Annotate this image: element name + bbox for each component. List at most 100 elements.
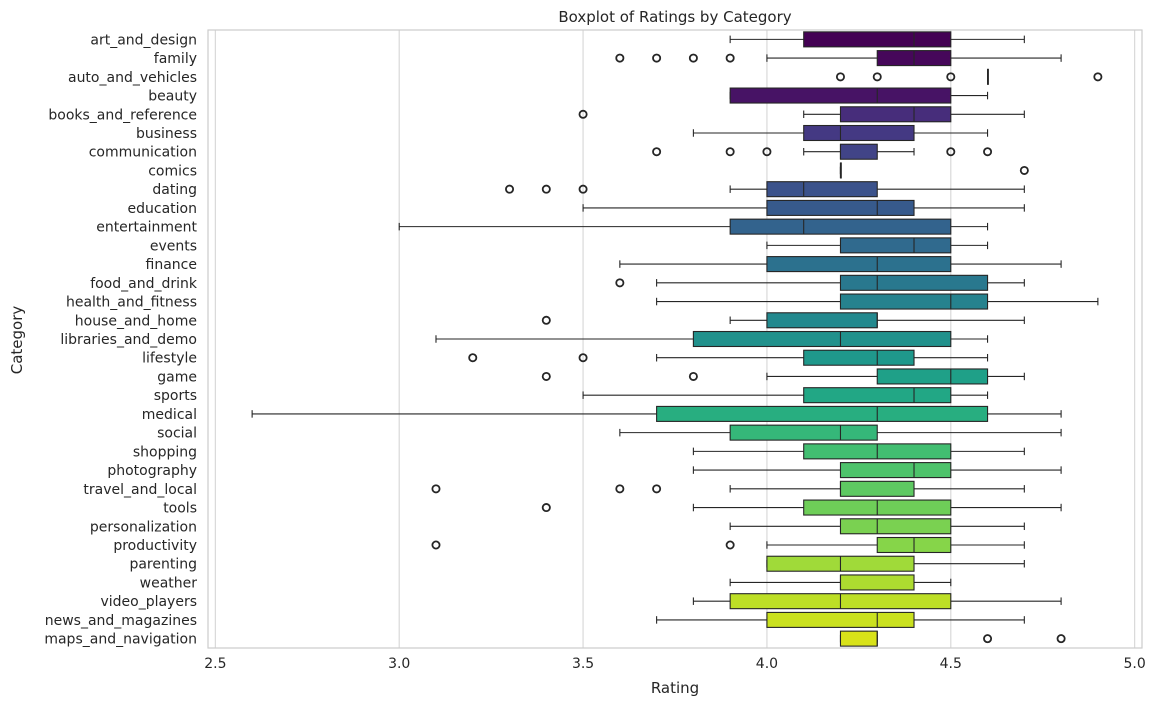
box-house-and-home (541, 312, 1025, 329)
iqr-box (803, 124, 915, 142)
y-tick-label: libraries_and_demo (60, 332, 197, 348)
iqr-box (876, 368, 989, 385)
y-tick-label: house_and_home (75, 313, 197, 329)
iqr-box (803, 387, 952, 404)
outlier-point (431, 484, 441, 494)
chart-title: Boxplot of Ratings by Category (558, 8, 791, 26)
y-tick-label: business (136, 126, 197, 142)
outlier-point (652, 53, 662, 63)
outlier-point (1093, 72, 1103, 82)
box-photography (692, 462, 1062, 479)
iqr-box (839, 630, 878, 647)
box-news-and-magazines (656, 611, 1025, 628)
outlier-point (541, 315, 551, 325)
y-axis-label: Category (8, 306, 26, 375)
box-finance (619, 256, 1062, 273)
x-axis-label: Rating (651, 679, 699, 697)
y-tick-label: tools (163, 501, 197, 517)
box-beauty (729, 87, 989, 104)
box-books-and-reference (578, 106, 1025, 123)
box-tools (541, 499, 1062, 516)
box-medical (251, 405, 1062, 422)
x-tick-label: 5.0 (1124, 656, 1146, 672)
outlier-point (725, 147, 735, 157)
outlier-point (578, 184, 588, 194)
y-tick-label: video_players (100, 594, 197, 610)
box-business (692, 124, 989, 142)
box-events (766, 237, 989, 254)
y-tick-label: beauty (148, 89, 197, 105)
box-weather (729, 574, 952, 591)
y-tick-label: medical (142, 407, 197, 423)
iqr-box (766, 181, 878, 198)
outlier-point (946, 72, 956, 82)
box-communication (652, 143, 993, 160)
outlier-point (725, 540, 735, 550)
y-tick-label: weather (140, 575, 198, 591)
iqr-box (692, 330, 952, 348)
box-social (619, 424, 1062, 441)
y-tick-label: food_and_drink (90, 276, 198, 292)
y-tick-label: social (157, 426, 197, 442)
outlier-point (615, 278, 625, 288)
y-tick-label: maps_and_navigation (44, 632, 197, 648)
y-tick-label: health_and_fitness (66, 295, 197, 311)
y-tick-label: family (154, 51, 197, 67)
boxplot-marks (251, 31, 1103, 647)
iqr-box (766, 199, 915, 216)
box-dating (505, 181, 1025, 198)
y-tick-label: education (128, 201, 197, 217)
box-comics (839, 162, 1029, 179)
iqr-box (766, 611, 915, 628)
y-tick-label: communication (89, 145, 197, 161)
box-sports (582, 387, 989, 404)
box-personalization (729, 518, 1025, 535)
y-tick-label: photography (107, 463, 197, 479)
outlier-point (578, 353, 588, 363)
y-tick-label: auto_and_vehicles (68, 70, 197, 86)
box-family (615, 50, 1062, 67)
box-art-and-design (729, 31, 1025, 48)
iqr-box (803, 31, 952, 48)
outlier-point (835, 72, 845, 82)
outlier-point (541, 371, 551, 381)
box-lifestyle (468, 349, 989, 366)
outlier-point (1019, 165, 1029, 175)
x-tick-label: 3.5 (572, 656, 594, 672)
y-tick-label: news_and_magazines (45, 613, 197, 629)
x-tick-labels: 2.5 3.0 3.5 4.0 4.5 5.0 (204, 656, 1146, 672)
iqr-box (839, 518, 952, 535)
outlier-point (652, 484, 662, 494)
y-tick-label: shopping (133, 444, 197, 460)
y-tick-label: sports (154, 388, 197, 404)
y-tick-label: events (150, 238, 197, 254)
outlier-point (431, 540, 441, 550)
box-video-players (692, 593, 1062, 610)
box-libraries-and-demo (435, 330, 989, 348)
outlier-point (983, 634, 993, 644)
y-tick-label: productivity (113, 538, 197, 554)
y-tick-label: personalization (90, 519, 197, 535)
outlier-point (468, 353, 478, 363)
iqr-box (656, 405, 989, 422)
outlier-point (541, 184, 551, 194)
iqr-box (766, 256, 952, 273)
outlier-point (872, 72, 882, 82)
outlier-point (725, 53, 735, 63)
box-maps-and-navigation (839, 630, 1066, 647)
outlier-point (615, 484, 625, 494)
box-food-and-drink (615, 274, 1025, 291)
box-health-and-fitness (656, 293, 1099, 310)
outlier-point (578, 109, 588, 119)
y-tick-label: dating (152, 182, 197, 198)
iqr-box (839, 106, 952, 123)
x-tick-label: 4.5 (940, 656, 962, 672)
x-tick-label: 4.0 (756, 656, 778, 672)
outlier-point (688, 53, 698, 63)
iqr-box (839, 274, 989, 291)
iqr-box (839, 293, 989, 310)
iqr-box (839, 462, 952, 479)
x-tick-label: 2.5 (204, 656, 226, 672)
